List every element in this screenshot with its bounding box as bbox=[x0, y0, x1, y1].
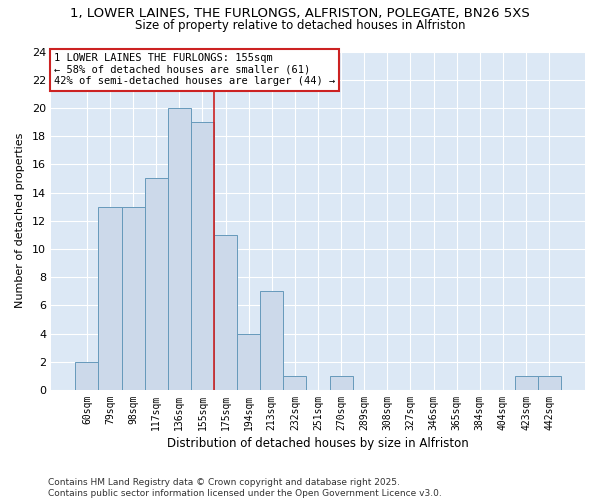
Text: 1 LOWER LAINES THE FURLONGS: 155sqm
← 58% of detached houses are smaller (61)
42: 1 LOWER LAINES THE FURLONGS: 155sqm ← 58… bbox=[54, 53, 335, 86]
Bar bbox=[515, 376, 538, 390]
Bar bbox=[98, 206, 122, 390]
Text: 1, LOWER LAINES, THE FURLONGS, ALFRISTON, POLEGATE, BN26 5XS: 1, LOWER LAINES, THE FURLONGS, ALFRISTON… bbox=[70, 8, 530, 20]
Bar bbox=[538, 376, 561, 390]
Bar bbox=[283, 376, 307, 390]
Bar bbox=[168, 108, 191, 390]
Bar bbox=[191, 122, 214, 390]
Bar bbox=[260, 291, 283, 390]
Y-axis label: Number of detached properties: Number of detached properties bbox=[15, 133, 25, 308]
X-axis label: Distribution of detached houses by size in Alfriston: Distribution of detached houses by size … bbox=[167, 437, 469, 450]
Bar bbox=[329, 376, 353, 390]
Bar bbox=[145, 178, 168, 390]
Bar bbox=[76, 362, 98, 390]
Text: Contains HM Land Registry data © Crown copyright and database right 2025.
Contai: Contains HM Land Registry data © Crown c… bbox=[48, 478, 442, 498]
Text: Size of property relative to detached houses in Alfriston: Size of property relative to detached ho… bbox=[135, 18, 465, 32]
Bar bbox=[122, 206, 145, 390]
Bar bbox=[214, 235, 237, 390]
Bar bbox=[237, 334, 260, 390]
